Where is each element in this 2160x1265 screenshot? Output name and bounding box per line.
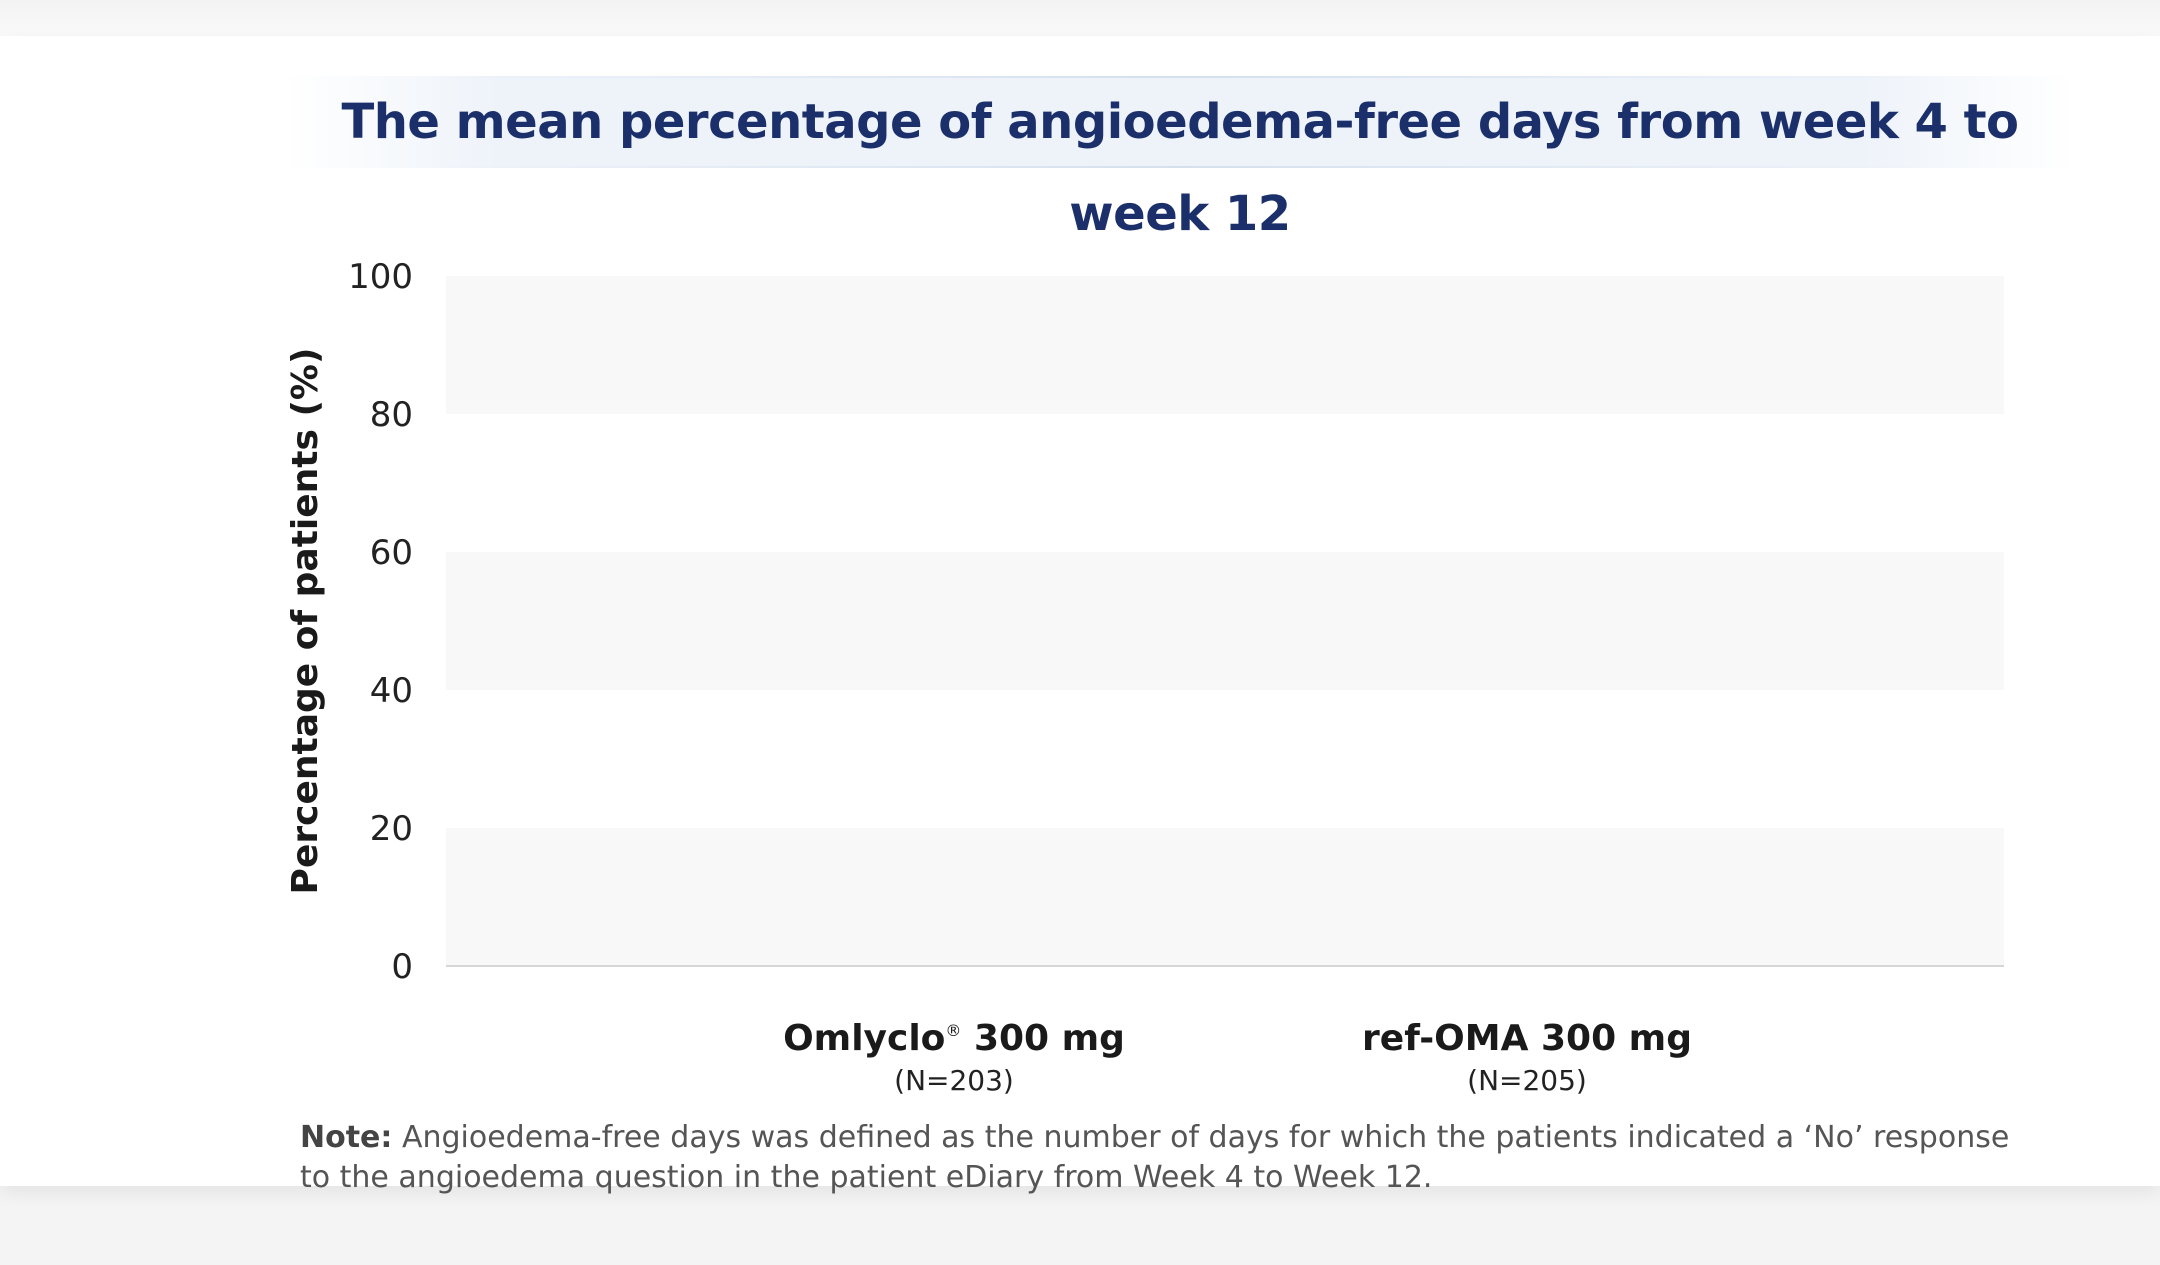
category-dose: 300 mg bbox=[1528, 1018, 1692, 1059]
grid-bands bbox=[446, 276, 2004, 966]
chart-title: The mean percentage of angioedema-free d… bbox=[341, 94, 2019, 242]
category-label: Omlyclo® 300 mg bbox=[783, 1018, 1125, 1059]
y-tick-label: 40 bbox=[370, 671, 413, 711]
registered-mark: ® bbox=[945, 1021, 961, 1040]
grid-band bbox=[446, 552, 2004, 690]
grid-band bbox=[446, 276, 2004, 414]
category-n: (N=205) bbox=[1467, 1064, 1587, 1097]
grid-band bbox=[446, 828, 2004, 966]
category-label: ref-OMA 300 mg bbox=[1362, 1018, 1692, 1059]
category-dose: 300 mg bbox=[961, 1018, 1125, 1059]
category-n: (N=203) bbox=[894, 1064, 1014, 1097]
y-tick-label: 100 bbox=[348, 257, 413, 297]
footnote-text: Angioedema-free days was defined as the … bbox=[300, 1120, 2010, 1195]
footnote-label: Note: bbox=[300, 1120, 393, 1155]
title-band bbox=[285, 76, 2075, 168]
x-axis-categories: Omlyclo® 300 mg (N=203) ref-OMA 300 mg (N=2… bbox=[783, 1018, 1692, 1097]
top-strip bbox=[0, 0, 2160, 36]
y-tick-label: 60 bbox=[370, 533, 413, 573]
chart-panel: The mean percentage of angioedema-free d… bbox=[0, 36, 2160, 1195]
y-axis-ticks: 0 20 40 60 80 100 bbox=[348, 257, 413, 987]
y-tick-label: 0 bbox=[391, 947, 413, 987]
footnote: Note: Angioedema-free days was defined a… bbox=[300, 1118, 2020, 1198]
y-tick-label: 20 bbox=[370, 809, 413, 849]
y-axis-label: Percentage of patients (%) bbox=[285, 348, 326, 895]
category-name: ref-OMA bbox=[1362, 1018, 1529, 1059]
y-tick-label: 80 bbox=[370, 395, 413, 435]
category-name: Omlyclo bbox=[783, 1018, 945, 1059]
